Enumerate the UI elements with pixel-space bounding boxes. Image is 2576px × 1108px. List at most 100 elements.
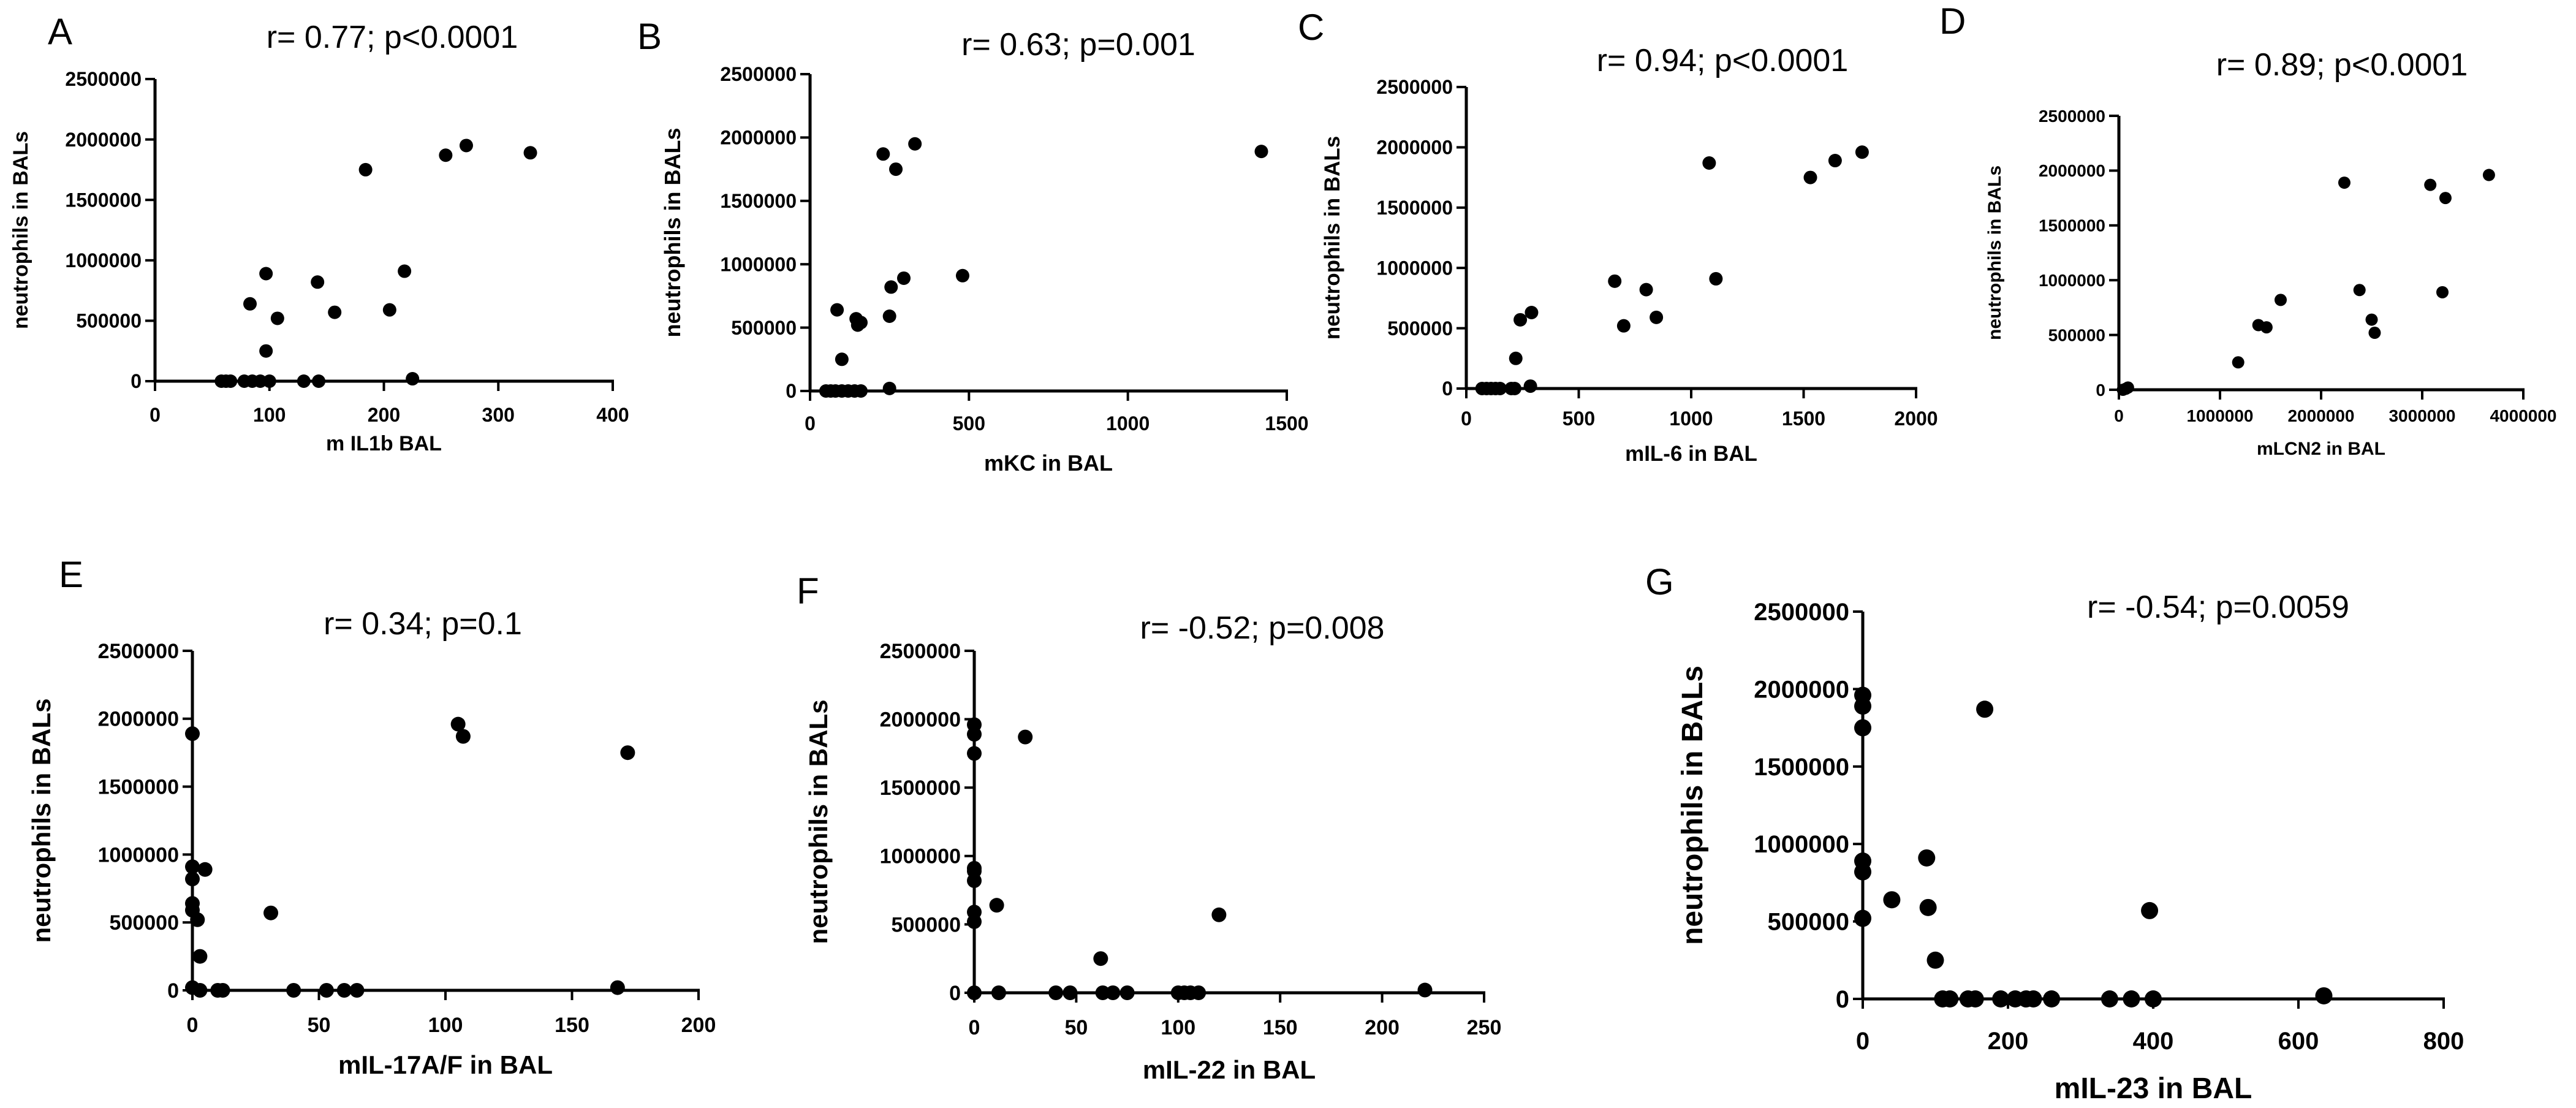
y-tick-label-f: 2000000 xyxy=(880,708,961,732)
x-tick-label-c: 1000 xyxy=(1669,408,1713,430)
data-point-c xyxy=(1523,379,1537,393)
data-point-a xyxy=(259,344,273,358)
x-tick-label-f: 50 xyxy=(1064,1016,1088,1039)
x-tick-label-d: 4000000 xyxy=(2490,406,2556,425)
data-point-g xyxy=(1918,849,1936,867)
data-point-g xyxy=(1854,909,1871,927)
x-tick-label-f: 250 xyxy=(1467,1016,1502,1039)
data-point-c xyxy=(1525,306,1539,320)
data-point-e xyxy=(263,905,279,920)
data-point-c xyxy=(1803,170,1817,184)
data-point-b xyxy=(854,384,868,398)
x-tick-label-g: 400 xyxy=(2133,1028,2174,1055)
data-point-c xyxy=(1608,274,1622,288)
y-tick-label-g: 500000 xyxy=(1768,909,1849,936)
x-tick-label-e: 0 xyxy=(187,1014,199,1037)
data-point-d xyxy=(2121,381,2134,394)
data-point-f xyxy=(989,898,1004,913)
data-point-g xyxy=(1976,700,1994,718)
x-axis-label-b: mKC in BAL xyxy=(984,450,1113,476)
data-point-f xyxy=(1417,982,1433,998)
x-tick-label-d: 0 xyxy=(2114,406,2124,425)
data-point-g xyxy=(2123,990,2140,1007)
data-point-e xyxy=(450,716,466,732)
data-point-f xyxy=(1211,907,1227,922)
data-point-a xyxy=(297,374,311,388)
data-point-b xyxy=(955,268,969,283)
data-point-f xyxy=(967,746,982,761)
data-point-f xyxy=(967,873,982,888)
y-axis-label-c: neutrophils in BALs xyxy=(1320,136,1344,340)
data-point-a xyxy=(439,148,453,162)
y-tick-label-g: 0 xyxy=(1836,986,1849,1013)
y-tick-label-c: 1000000 xyxy=(1376,257,1453,279)
x-tick-label-f: 100 xyxy=(1161,1016,1195,1039)
data-point-g xyxy=(2043,990,2061,1007)
data-point-e xyxy=(192,949,208,964)
data-point-c xyxy=(1513,313,1528,327)
data-point-b xyxy=(830,303,844,317)
panel-e: Er= 0.34; p=0.10500000100000015000002000… xyxy=(27,554,716,1079)
x-tick-label-g: 200 xyxy=(1988,1028,2029,1055)
data-point-c xyxy=(1828,154,1842,168)
data-point-b xyxy=(854,316,868,330)
x-tick-label-a: 0 xyxy=(150,404,161,426)
data-point-b xyxy=(889,162,903,176)
data-point-d xyxy=(2353,284,2366,297)
x-tick-label-g: 600 xyxy=(2278,1028,2319,1055)
data-point-e xyxy=(192,983,208,998)
x-tick-label-g: 800 xyxy=(2423,1028,2464,1055)
data-point-b xyxy=(835,352,849,366)
data-point-g xyxy=(1883,891,1901,909)
x-tick-label-e: 100 xyxy=(428,1014,463,1037)
data-point-e xyxy=(197,862,213,877)
y-tick-label-d: 1000000 xyxy=(2039,271,2105,290)
stat-annotation-f: r= -0.52; p=0.008 xyxy=(1140,610,1385,646)
data-point-e xyxy=(185,859,200,875)
data-point-f xyxy=(1093,951,1108,966)
x-tick-label-d: 1000000 xyxy=(2186,406,2253,425)
data-point-f xyxy=(1063,985,1078,1000)
y-tick-label-b: 1500000 xyxy=(720,190,797,212)
y-tick-label-d: 2000000 xyxy=(2039,161,2105,180)
y-tick-label-e: 2000000 xyxy=(98,708,179,731)
data-point-a xyxy=(328,305,342,319)
data-point-f xyxy=(1048,985,1064,1000)
data-point-b xyxy=(884,280,898,294)
data-point-e xyxy=(620,745,635,761)
y-tick-label-e: 500000 xyxy=(110,911,179,935)
data-point-g xyxy=(2025,990,2042,1007)
data-point-a xyxy=(406,372,420,386)
x-tick-label-c: 1500 xyxy=(1782,408,1825,430)
y-tick-label-e: 1500000 xyxy=(98,776,179,799)
x-tick-label-d: 2000000 xyxy=(2287,406,2354,425)
y-tick-label-a: 1500000 xyxy=(65,189,142,211)
data-point-d xyxy=(2368,327,2381,340)
y-tick-label-a: 1000000 xyxy=(65,249,142,271)
data-point-f xyxy=(967,727,982,742)
data-point-a xyxy=(224,374,238,388)
panel-c: Cr= 0.94; p<0.0001 0 500000 1000000 1500000 2… xyxy=(1298,7,1938,466)
x-tick-label-c: 0 xyxy=(1461,408,1472,430)
data-point-a xyxy=(243,297,257,311)
data-point-b xyxy=(1254,145,1268,159)
data-point-a xyxy=(312,374,326,388)
y-tick-label-c: 2500000 xyxy=(1376,76,1453,98)
x-tick-label-c: 500 xyxy=(1563,408,1595,430)
y-tick-label-d: 1500000 xyxy=(2039,216,2105,235)
x-axis-label-f: mIL-22 in BAL xyxy=(1143,1055,1316,1084)
data-point-c xyxy=(1855,145,1869,159)
data-point-f xyxy=(1105,985,1121,1000)
y-tick-label-c: 500000 xyxy=(1387,317,1453,340)
x-tick-label-b: 1500 xyxy=(1265,412,1308,434)
data-point-d xyxy=(2482,169,2495,181)
data-point-g xyxy=(1941,990,1959,1007)
y-tick-label-d: 0 xyxy=(2096,381,2105,400)
data-point-d xyxy=(2338,176,2351,189)
data-point-g xyxy=(1966,990,1984,1007)
y-tick-label-c: 0 xyxy=(1442,378,1453,400)
y-axis-label-f: neutrophils in BALs xyxy=(804,700,833,944)
stat-annotation-a: r= 0.77; p<0.0001 xyxy=(267,20,518,55)
x-tick-label-d: 3000000 xyxy=(2388,406,2455,425)
